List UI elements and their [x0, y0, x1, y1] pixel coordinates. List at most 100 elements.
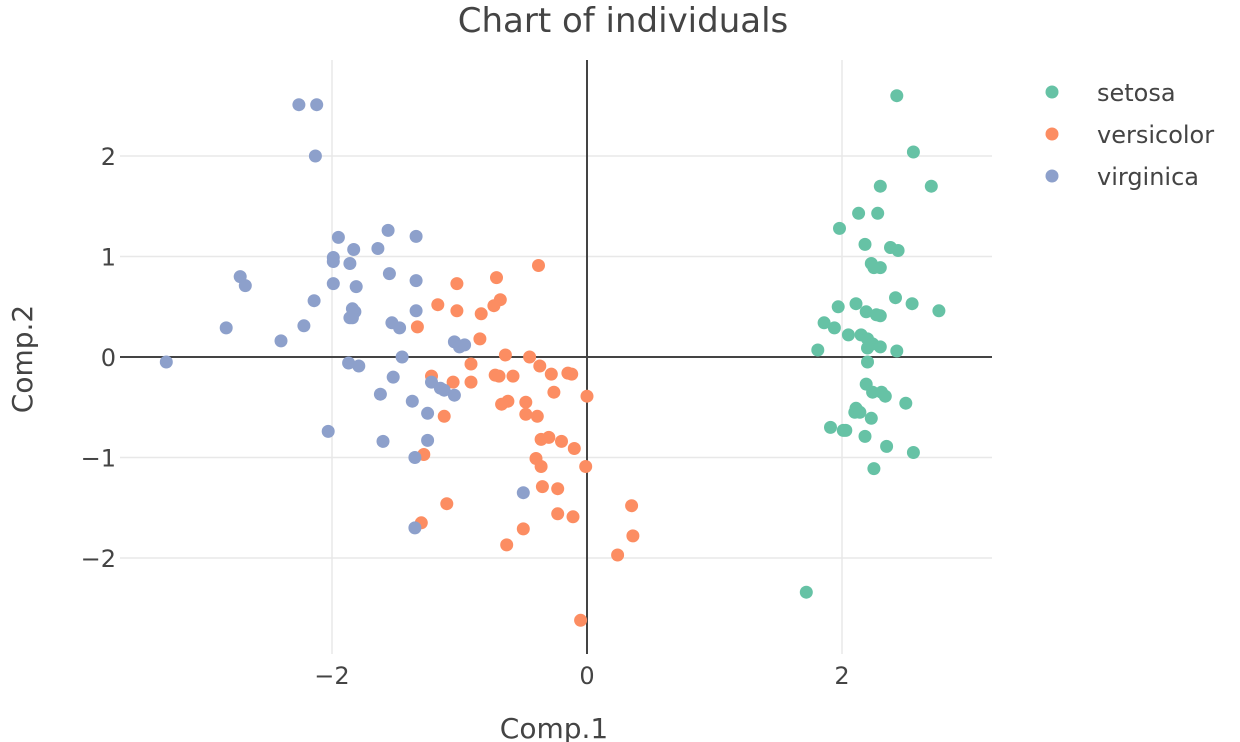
- data-point-versicolor: [574, 613, 588, 627]
- data-point-setosa: [827, 321, 841, 335]
- data-point-virginica: [382, 267, 396, 281]
- data-point-versicolor: [500, 538, 514, 552]
- data-point-versicolor: [446, 375, 460, 389]
- data-point-versicolor: [490, 271, 503, 285]
- data-point-virginica: [297, 319, 311, 333]
- data-point-virginica: [373, 387, 387, 401]
- legend-item-setosa[interactable]: setosa: [1045, 79, 1176, 107]
- data-point-setosa: [889, 291, 902, 305]
- data-point-setosa: [853, 405, 867, 419]
- data-point-virginica: [159, 355, 173, 369]
- data-point-setosa: [866, 385, 880, 399]
- y-tick-label: 2: [101, 143, 116, 171]
- legend-marker: [1045, 85, 1059, 99]
- data-point-setosa: [817, 316, 831, 330]
- data-point-versicolor: [519, 407, 533, 421]
- y-axis-title: Comp.2: [6, 305, 39, 413]
- data-point-versicolor: [555, 434, 568, 448]
- data-point-setosa: [873, 340, 887, 354]
- data-point-setosa: [858, 429, 872, 443]
- data-point-setosa: [831, 300, 845, 314]
- data-point-setosa: [890, 344, 904, 358]
- data-point-versicolor: [437, 409, 451, 423]
- data-point-virginica: [408, 451, 422, 464]
- data-point-versicolor: [626, 529, 640, 543]
- data-point-virginica: [371, 242, 385, 255]
- data-point-virginica: [292, 98, 306, 112]
- data-point-versicolor: [487, 299, 501, 313]
- x-tick-label: 0: [579, 662, 594, 690]
- data-point-virginica: [307, 294, 321, 308]
- data-point-setosa: [861, 341, 874, 355]
- legend-label: versicolor: [1097, 121, 1214, 149]
- data-point-setosa: [878, 389, 892, 403]
- data-point-setosa: [867, 462, 881, 476]
- data-point-virginica: [238, 279, 252, 293]
- legend-marker: [1045, 169, 1059, 183]
- legend-marker: [1045, 127, 1059, 141]
- data-point-virginica: [381, 223, 395, 237]
- data-point-versicolor: [565, 367, 579, 381]
- data-point-virginica: [393, 321, 407, 335]
- data-point-virginica: [408, 521, 422, 535]
- data-point-setosa: [833, 221, 846, 235]
- data-point-setosa: [839, 423, 853, 437]
- data-point-versicolor: [450, 277, 464, 291]
- data-point-setosa: [811, 343, 825, 357]
- data-point-versicolor: [516, 522, 530, 536]
- legend-label: setosa: [1097, 79, 1176, 107]
- data-point-versicolor: [473, 332, 487, 346]
- data-point-setosa: [890, 89, 904, 103]
- x-tick-label: −2: [314, 662, 349, 690]
- data-point-versicolor: [495, 397, 509, 411]
- data-point-versicolor: [535, 480, 549, 494]
- data-point-versicolor: [551, 482, 565, 496]
- data-point-setosa: [906, 145, 920, 159]
- data-point-virginica: [349, 280, 363, 294]
- chart-title: Chart of individuals: [458, 1, 789, 41]
- data-point-virginica: [409, 229, 423, 243]
- data-point-setosa: [873, 179, 887, 193]
- legend-item-versicolor[interactable]: versicolor: [1045, 121, 1215, 149]
- data-point-setosa: [849, 297, 863, 311]
- legend-item-virginica[interactable]: virginica: [1045, 163, 1200, 191]
- data-point-setosa: [852, 206, 866, 220]
- data-point-versicolor: [440, 497, 454, 511]
- legend[interactable]: setosa versicolor virginica: [1045, 79, 1215, 191]
- data-point-versicolor: [611, 548, 625, 562]
- data-point-virginica: [219, 321, 233, 335]
- x-tick-label: 2: [834, 662, 849, 690]
- data-point-versicolor: [567, 442, 581, 455]
- data-point-virginica: [331, 230, 345, 244]
- data-point-versicolor: [534, 432, 548, 446]
- data-point-setosa: [880, 439, 894, 453]
- data-point-versicolor: [580, 389, 594, 403]
- data-point-versicolor: [551, 507, 565, 521]
- data-point-virginica: [516, 486, 530, 500]
- data-point-virginica: [409, 274, 423, 288]
- data-point-versicolor: [533, 359, 547, 373]
- y-tick-label: 0: [101, 344, 116, 372]
- data-point-versicolor: [534, 460, 548, 473]
- data-point-virginica: [326, 255, 340, 268]
- data-point-versicolor: [506, 369, 520, 383]
- data-point-setosa: [859, 305, 873, 319]
- data-point-setosa: [824, 420, 837, 434]
- legend-label: virginica: [1097, 163, 1199, 191]
- data-point-setosa: [932, 304, 946, 318]
- data-point-versicolor: [410, 320, 424, 334]
- data-point-virginica: [342, 356, 356, 370]
- data-point-virginica: [343, 311, 357, 325]
- data-point-setosa: [906, 446, 920, 459]
- y-tick-label: 1: [101, 244, 116, 272]
- data-point-versicolor: [492, 369, 506, 383]
- data-point-virginica: [405, 394, 419, 408]
- data-point-versicolor: [579, 460, 593, 473]
- data-point-virginica: [308, 149, 322, 163]
- data-point-setosa: [873, 261, 887, 275]
- data-point-versicolor: [464, 357, 478, 371]
- data-point-virginica: [321, 424, 335, 438]
- data-point-virginica: [352, 359, 366, 373]
- data-point-virginica: [326, 277, 340, 291]
